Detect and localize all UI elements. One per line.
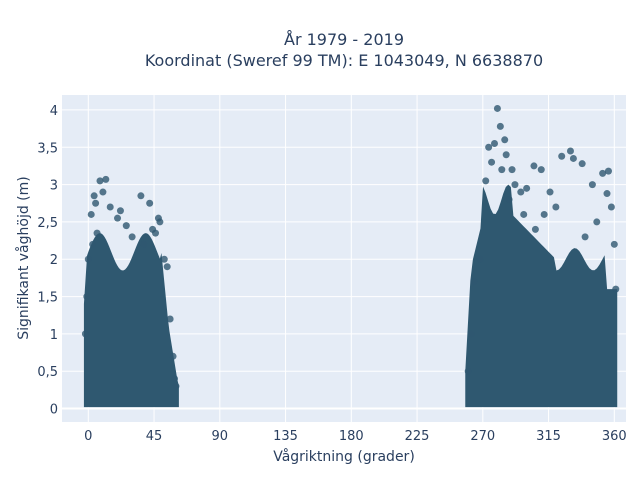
data-point: [83, 293, 91, 301]
data-point: [137, 192, 145, 200]
data-point: [552, 203, 560, 211]
data-point: [488, 158, 496, 166]
data-point: [470, 278, 478, 286]
y-tick-label: 1: [50, 328, 58, 343]
data-point: [593, 218, 601, 226]
y-tick-label: 1,5: [37, 291, 58, 306]
y-tick-label: 3: [50, 179, 58, 194]
data-point: [163, 263, 171, 271]
x-tick-label: 90: [212, 429, 229, 444]
x-tick-label: 180: [339, 429, 364, 444]
data-point: [128, 233, 136, 241]
data-point: [612, 285, 620, 293]
data-point: [588, 181, 596, 189]
y-tick-labels: 0 0,5 1 1,5 2 2,5 3 3,5 4: [37, 104, 58, 418]
data-point: [81, 330, 89, 338]
data-point: [610, 240, 618, 248]
data-point: [603, 190, 611, 198]
data-point: [607, 203, 615, 211]
x-tick-label: 315: [536, 429, 561, 444]
data-point: [114, 214, 122, 222]
y-tick-label: 2: [50, 253, 58, 268]
y-axis-label: Signifikant våghöjd (m): [15, 176, 32, 339]
point-cluster: [83, 233, 179, 408]
data-point: [537, 166, 545, 174]
y-tick-label: 3,5: [37, 141, 58, 156]
data-point: [166, 315, 174, 323]
data-point: [520, 210, 528, 218]
data-point: [531, 225, 539, 233]
data-point: [169, 352, 177, 360]
data-point: [160, 255, 168, 263]
x-tick-label: 135: [273, 429, 298, 444]
x-tick-label: 225: [405, 429, 430, 444]
data-point: [599, 169, 607, 177]
data-point: [156, 218, 164, 226]
data-point: [96, 177, 104, 185]
x-axis-label: Vågriktning (grader): [273, 448, 415, 465]
data-point: [93, 229, 101, 237]
chart-title-line-2: Koordinat (Sweref 99 TM): E 1043049, N 6…: [145, 51, 543, 70]
data-point: [467, 330, 475, 338]
x-tick-label: 270: [470, 429, 495, 444]
y-tick-label: 2,5: [37, 216, 58, 231]
data-points: [81, 104, 620, 408]
x-tick-labels: 0 45 90 135 180 225 270 315 360: [84, 429, 627, 444]
data-point: [99, 188, 107, 196]
data-point: [87, 210, 95, 218]
point-cluster: [465, 184, 618, 408]
data-point: [476, 255, 484, 263]
data-point: [482, 177, 490, 185]
chart-title-line-1: År 1979 - 2019: [284, 30, 404, 49]
data-point: [558, 152, 566, 160]
data-point: [508, 166, 516, 174]
data-point: [116, 207, 124, 215]
data-point: [102, 175, 110, 183]
data-point: [84, 255, 92, 263]
y-tick-label: 0: [50, 403, 58, 418]
data-point: [517, 188, 525, 196]
data-point: [581, 233, 589, 241]
data-point: [523, 184, 531, 192]
data-point: [485, 143, 493, 151]
data-point: [106, 203, 114, 211]
y-tick-label: 0,5: [37, 365, 58, 380]
data-point: [152, 229, 160, 237]
data-point: [490, 140, 498, 148]
x-tick-label: 0: [84, 429, 92, 444]
data-point: [498, 166, 506, 174]
x-tick-label: 45: [146, 429, 163, 444]
data-point: [493, 104, 501, 112]
data-point: [92, 199, 100, 207]
data-point: [578, 160, 586, 168]
data-point: [90, 192, 98, 200]
y-tick-label: 4: [50, 104, 58, 119]
data-point: [172, 382, 180, 390]
data-point: [501, 136, 509, 144]
data-point: [546, 188, 554, 196]
data-point: [146, 199, 154, 207]
data-point: [464, 367, 472, 375]
data-point: [140, 240, 148, 248]
data-point: [496, 122, 504, 130]
data-point: [511, 181, 519, 189]
data-point: [122, 222, 130, 230]
data-point: [505, 196, 513, 204]
x-tick-label: 360: [602, 429, 627, 444]
data-point: [566, 147, 574, 155]
data-point: [502, 151, 510, 159]
data-point: [530, 162, 538, 170]
data-point: [540, 210, 548, 218]
data-point: [171, 375, 179, 383]
data-point: [89, 240, 97, 248]
data-point: [604, 167, 612, 175]
data-point: [569, 154, 577, 162]
